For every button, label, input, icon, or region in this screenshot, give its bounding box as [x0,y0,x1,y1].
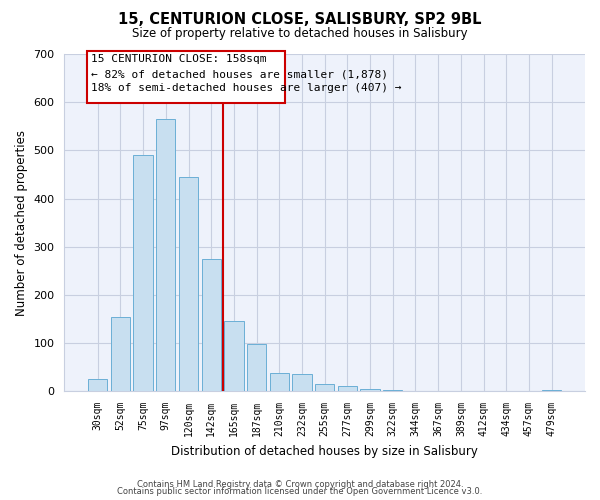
Bar [315,384,334,391]
Text: ← 82% of detached houses are smaller (1,878): ← 82% of detached houses are smaller (1,… [91,70,388,80]
Y-axis label: Number of detached properties: Number of detached properties [15,130,28,316]
X-axis label: Distribution of detached houses by size in Salisbury: Distribution of detached houses by size … [171,444,478,458]
Bar [224,322,244,391]
Text: Contains HM Land Registry data © Crown copyright and database right 2024.: Contains HM Land Registry data © Crown c… [137,480,463,489]
Bar [247,344,266,391]
Bar [542,390,562,391]
Bar [269,374,289,391]
Bar [179,177,198,391]
Bar [88,379,107,391]
Text: Size of property relative to detached houses in Salisbury: Size of property relative to detached ho… [132,28,468,40]
Text: 15, CENTURION CLOSE, SALISBURY, SP2 9BL: 15, CENTURION CLOSE, SALISBURY, SP2 9BL [118,12,482,28]
Bar [383,390,403,391]
Bar [292,374,311,391]
Text: 18% of semi-detached houses are larger (407) →: 18% of semi-detached houses are larger (… [91,83,401,93]
Bar [111,316,130,391]
Text: 15 CENTURION CLOSE: 158sqm: 15 CENTURION CLOSE: 158sqm [91,54,266,64]
Text: Contains public sector information licensed under the Open Government Licence v3: Contains public sector information licen… [118,488,482,496]
Bar [156,119,175,391]
Bar [88,51,285,103]
Bar [133,155,153,391]
Bar [202,258,221,391]
Bar [361,389,380,391]
Bar [338,386,357,391]
